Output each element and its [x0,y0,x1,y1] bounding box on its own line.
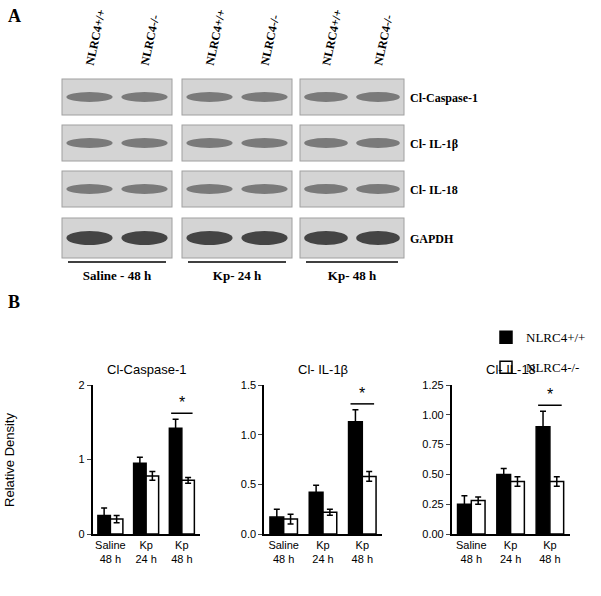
svg-text:NLRC4-/-: NLRC4-/- [371,14,395,67]
svg-text:1.00: 1.00 [422,409,443,421]
svg-text:0.25: 0.25 [422,498,443,510]
svg-text:2: 2 [78,379,84,391]
svg-text:Kp24 h: Kp24 h [135,539,156,565]
svg-text:Kp48 h: Kp48 h [171,539,192,565]
svg-text:0: 0 [78,528,84,540]
svg-text:*: * [359,385,365,402]
svg-text:Kp48 h: Kp48 h [539,539,560,565]
svg-text:Kp48 h: Kp48 h [352,539,373,565]
svg-text:0.00: 0.00 [422,528,443,540]
html-text:B: B [8,292,20,312]
svg-text:GAPDH: GAPDH [410,232,454,246]
svg-text:*: * [179,394,185,411]
svg-text:NLRC4-/-: NLRC4-/- [258,14,282,67]
svg-text:A: A [8,6,21,26]
svg-text:Kp- 48 h: Kp- 48 h [328,268,377,283]
svg-text:Kp24 h: Kp24 h [500,539,521,565]
svg-text:NLRC4+/+: NLRC4+/+ [319,8,345,67]
svg-text:1.25: 1.25 [422,379,443,391]
svg-text:0.50: 0.50 [422,468,443,480]
svg-text:Kp24 h: Kp24 h [312,539,333,565]
svg-text:Saline48 h: Saline48 h [456,539,487,565]
svg-text:0.75: 0.75 [422,438,443,450]
svg-text:Cl- IL-1β: Cl- IL-1β [298,362,348,377]
svg-text:0.0: 0.0 [241,528,256,540]
svg-text:NLRC4-/-: NLRC4-/- [526,360,579,375]
svg-text:Relative Density: Relative Density [2,413,17,507]
svg-text:NLRC4+/+: NLRC4+/+ [203,8,229,67]
svg-text:Cl- IL-1β: Cl- IL-1β [410,137,458,151]
svg-text:1.5: 1.5 [241,379,256,391]
svg-text:1: 1 [78,453,84,465]
svg-text:*: * [547,386,553,403]
svg-text:1.0: 1.0 [241,429,256,441]
svg-text:NLRC4+/+: NLRC4+/+ [526,330,585,345]
svg-text:Saline48 h: Saline48 h [95,539,126,565]
svg-text:Cl-Caspase-1: Cl-Caspase-1 [410,91,478,105]
svg-text:Kp- 24 h: Kp- 24 h [213,268,262,283]
svg-text:Cl-Caspase-1: Cl-Caspase-1 [107,362,186,377]
svg-text:Saline48 h: Saline48 h [268,539,299,565]
svg-text:Cl- IL-18: Cl- IL-18 [410,183,458,197]
svg-text:0.5: 0.5 [241,478,256,490]
svg-text:NLRC4-/-: NLRC4-/- [138,14,162,67]
svg-text:Cl- IL-18: Cl- IL-18 [486,362,536,377]
svg-text:NLRC4+/+: NLRC4+/+ [83,8,109,67]
svg-text:Saline - 48 h: Saline - 48 h [83,268,152,283]
